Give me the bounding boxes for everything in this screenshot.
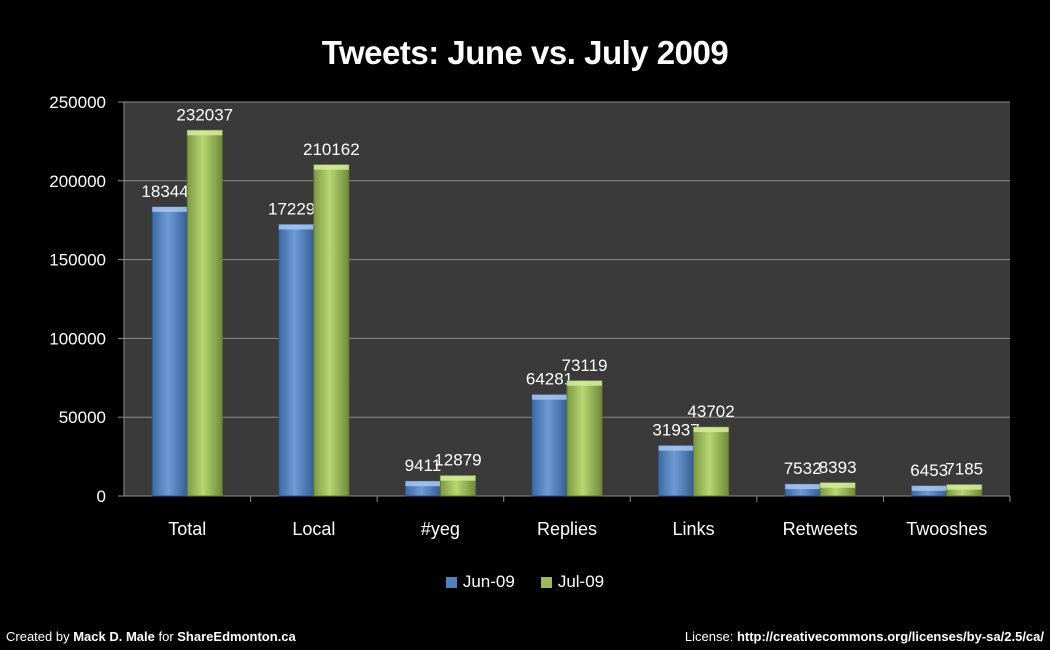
x-tick-label: Retweets [783, 519, 858, 539]
legend-swatch-jun [445, 576, 457, 588]
x-tick-label: Total [168, 519, 206, 539]
bar-top-4-1 [693, 427, 729, 433]
data-label: 232037 [176, 105, 233, 124]
bar-jun-09-4 [658, 445, 695, 497]
bar-top-4-0 [658, 445, 694, 451]
bar-jun-09-3 [531, 394, 568, 497]
data-label: 7185 [945, 460, 983, 479]
footer-credit: Created by Mack D. Male for ShareEdmonto… [6, 629, 296, 644]
legend-label-jun: Jun-09 [462, 572, 515, 591]
x-tick-label: Replies [537, 519, 597, 539]
x-tick-label: Local [292, 519, 335, 539]
data-label: 210162 [303, 140, 360, 159]
bar-jul-09-4 [693, 426, 730, 497]
data-label: 12879 [434, 451, 481, 470]
data-label: 64281 [526, 370, 573, 389]
footer-site: ShareEdmonton.ca [177, 629, 296, 644]
legend-entry-jul: Jul-09 [540, 572, 605, 592]
bar-top-5-0 [785, 484, 821, 490]
footer-author: Mack D. Male [73, 629, 155, 644]
chart-title: Tweets: June vs. July 2009 [321, 34, 729, 71]
bar-top-3-0 [532, 394, 567, 400]
bar-top-6-1 [946, 484, 982, 490]
legend-entry-jun: Jun-09 [445, 572, 515, 592]
bar-top-0-0 [152, 206, 188, 212]
x-tick-label: #yeg [421, 519, 460, 539]
y-tick-label: 200000 [49, 172, 106, 191]
bar-jul-09-1 [313, 164, 350, 497]
bar-top-1-0 [278, 224, 314, 230]
data-label: 183443 [141, 182, 198, 201]
bar-jul-09-3 [566, 380, 603, 497]
legend-swatch-jul [540, 576, 552, 588]
data-label: 8393 [819, 458, 857, 477]
bar-top-1-1 [313, 164, 349, 170]
data-label: 172295 [268, 199, 325, 218]
bar-jun-09-1 [278, 223, 315, 497]
x-tick-label: Twooshes [906, 519, 987, 539]
data-label: 6453 [910, 461, 948, 480]
legend: Jun-09 Jul-09 [0, 572, 1050, 592]
bar-jun-09-0 [151, 206, 188, 497]
y-tick-label: 0 [97, 487, 106, 506]
legend-label-jul: Jul-09 [557, 572, 605, 591]
data-label: 31937 [652, 421, 699, 440]
data-label: 43702 [687, 402, 734, 421]
bar-top-0-1 [187, 130, 223, 136]
y-tick-label: 150000 [49, 251, 106, 270]
y-tick-label: 100000 [49, 329, 106, 348]
data-label: 9411 [405, 456, 442, 475]
bar-top-2-1 [440, 475, 476, 481]
bar-jul-09-0 [186, 129, 223, 497]
bar-top-5-1 [820, 482, 856, 488]
footer-credit-mid: for [154, 629, 178, 644]
y-tick-label: 250000 [49, 93, 106, 112]
footer-credit-prefix: Created by [6, 629, 74, 644]
footer-license-url: http://creativecommons.org/licenses/by-s… [736, 629, 1044, 644]
y-tick-label: 50000 [59, 408, 106, 427]
footer-license: License: http://creativecommons.org/lice… [685, 629, 1044, 644]
bar-top-3-1 [567, 380, 602, 386]
data-label: 7532 [784, 459, 822, 478]
bar-top-6-0 [911, 485, 947, 491]
data-label: 73119 [561, 356, 607, 375]
x-tick-label: Links [673, 519, 715, 539]
footer-license-prefix: License: [684, 629, 737, 644]
bar-top-2-0 [405, 481, 441, 487]
